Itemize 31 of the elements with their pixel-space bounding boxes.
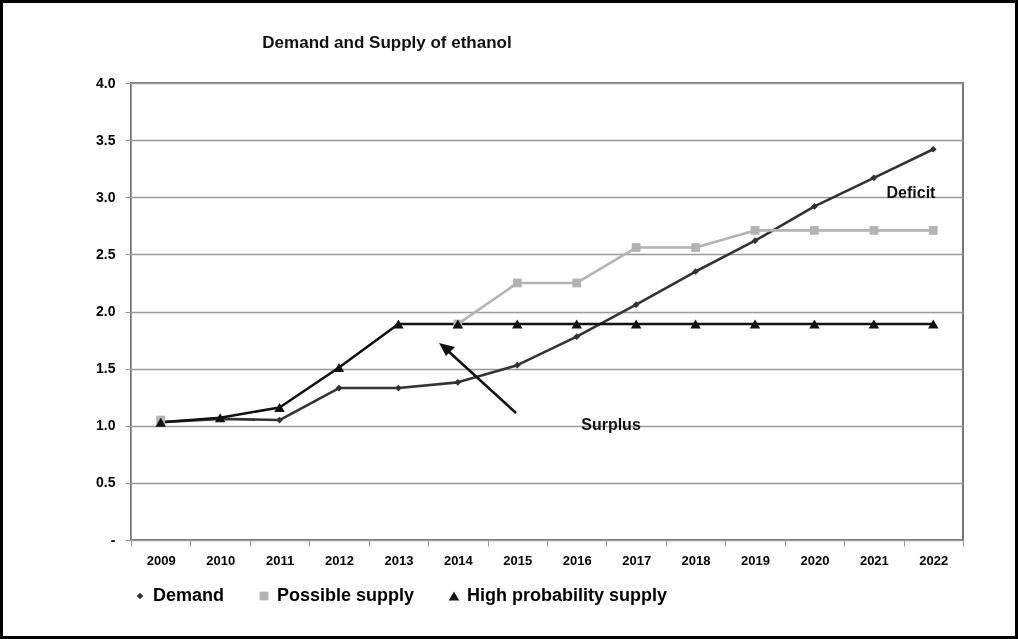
point xyxy=(692,268,699,275)
x-tick-label: 2009 xyxy=(146,552,176,568)
x-tick-label: 2019 xyxy=(741,552,770,568)
y-tick-label: 0.5 xyxy=(96,474,116,491)
y-tick-label: 2.0 xyxy=(96,303,116,319)
y-tick-label: 2.5 xyxy=(96,245,116,262)
x-tick-label: 2021 xyxy=(859,552,889,568)
x-tick-label: 2022 xyxy=(919,552,949,568)
x-tick-label: 2015 xyxy=(503,552,533,568)
x-tick-label: 2018 xyxy=(681,552,711,568)
legend-label: Demand xyxy=(153,585,225,605)
legend-label: High probability supply xyxy=(467,585,668,605)
point xyxy=(811,203,818,210)
x-tick-label: 2012 xyxy=(325,552,354,568)
legend-label: Possible supply xyxy=(277,585,415,605)
y-tick-label: 1.5 xyxy=(96,360,116,377)
x-tick-label: 2017 xyxy=(622,552,652,568)
x-tick-label: 2014 xyxy=(443,552,474,568)
x-tick-label: 2013 xyxy=(384,552,414,568)
x-tick-label: 2020 xyxy=(800,552,830,568)
x-tick-label: 2016 xyxy=(562,552,592,568)
y-tick-label: 3.0 xyxy=(96,188,116,205)
y-tick-label: 1.0 xyxy=(96,417,116,434)
y-tick-label: - xyxy=(110,531,116,548)
x-tick-label: 2010 xyxy=(206,552,236,568)
y-tick-label: 3.5 xyxy=(96,131,116,148)
y-tick-label: 4.0 xyxy=(96,74,116,91)
annotation: Deficit xyxy=(886,184,937,201)
chart-title: Demand and Supply of ethanol xyxy=(262,33,512,52)
annotation: Surplus xyxy=(581,416,641,433)
x-tick-label: 2011 xyxy=(265,552,295,568)
